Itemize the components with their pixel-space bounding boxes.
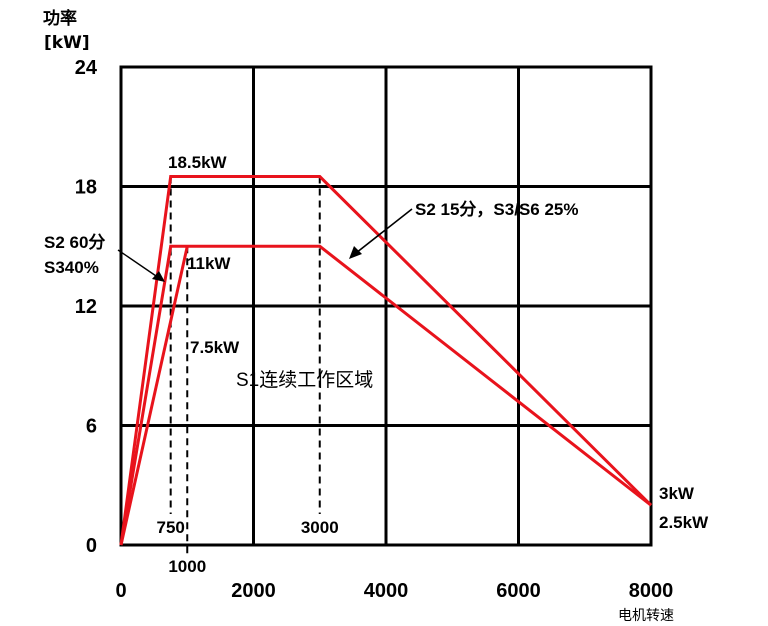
peak-power-label: 18.5kW	[168, 153, 228, 172]
s1-region-label: S1连续工作区域	[236, 369, 373, 391]
y-tick-label: 12	[75, 296, 97, 318]
grid	[119, 65, 653, 547]
x-axis-title: 电机转速	[618, 608, 674, 624]
arrow-icon-s2-15	[349, 208, 413, 259]
speed-marker-label: 750	[157, 518, 185, 537]
speed-marker-label: 1000	[168, 557, 206, 576]
x-tick-label: 0	[115, 580, 126, 602]
s2-60-label: S2 60分	[44, 233, 105, 252]
s2-15-label: S2 15分，S3/S6 25%	[415, 200, 578, 219]
y-axis-title-line2: [kW]	[44, 33, 90, 53]
power-curve-3	[119, 245, 189, 546]
tick-labels: 0 2000 4000 6000 8000 0 6 12 18 24	[75, 57, 674, 602]
x-tick-label: 2000	[231, 580, 276, 602]
end-3kw-label: 3kW	[659, 484, 695, 503]
arrow-icon-s2-60	[117, 249, 165, 282]
y-axis-title-line1: 功率	[43, 8, 77, 29]
power-curve-1	[119, 175, 653, 546]
x-tick-label: 4000	[364, 580, 409, 602]
power-curve-2	[119, 244, 652, 546]
x-tick-label: 8000	[629, 580, 674, 602]
y-tick-label: 6	[86, 416, 97, 438]
y-tick-label: 18	[75, 177, 97, 199]
end-2-5kw-label: 2.5kW	[659, 513, 709, 532]
s3-40-label: S340%	[44, 258, 99, 277]
x-tick-label: 6000	[496, 580, 541, 602]
speed-markers: 750 1000 3000	[157, 176, 339, 576]
y-tick-label: 24	[75, 57, 98, 79]
power-7-5kw-label: 7.5kW	[190, 338, 240, 357]
power-11kw-label: 11kW	[187, 254, 231, 273]
power-curves	[119, 175, 653, 546]
speed-marker-label: 3000	[301, 518, 339, 537]
y-tick-label: 0	[86, 535, 97, 557]
